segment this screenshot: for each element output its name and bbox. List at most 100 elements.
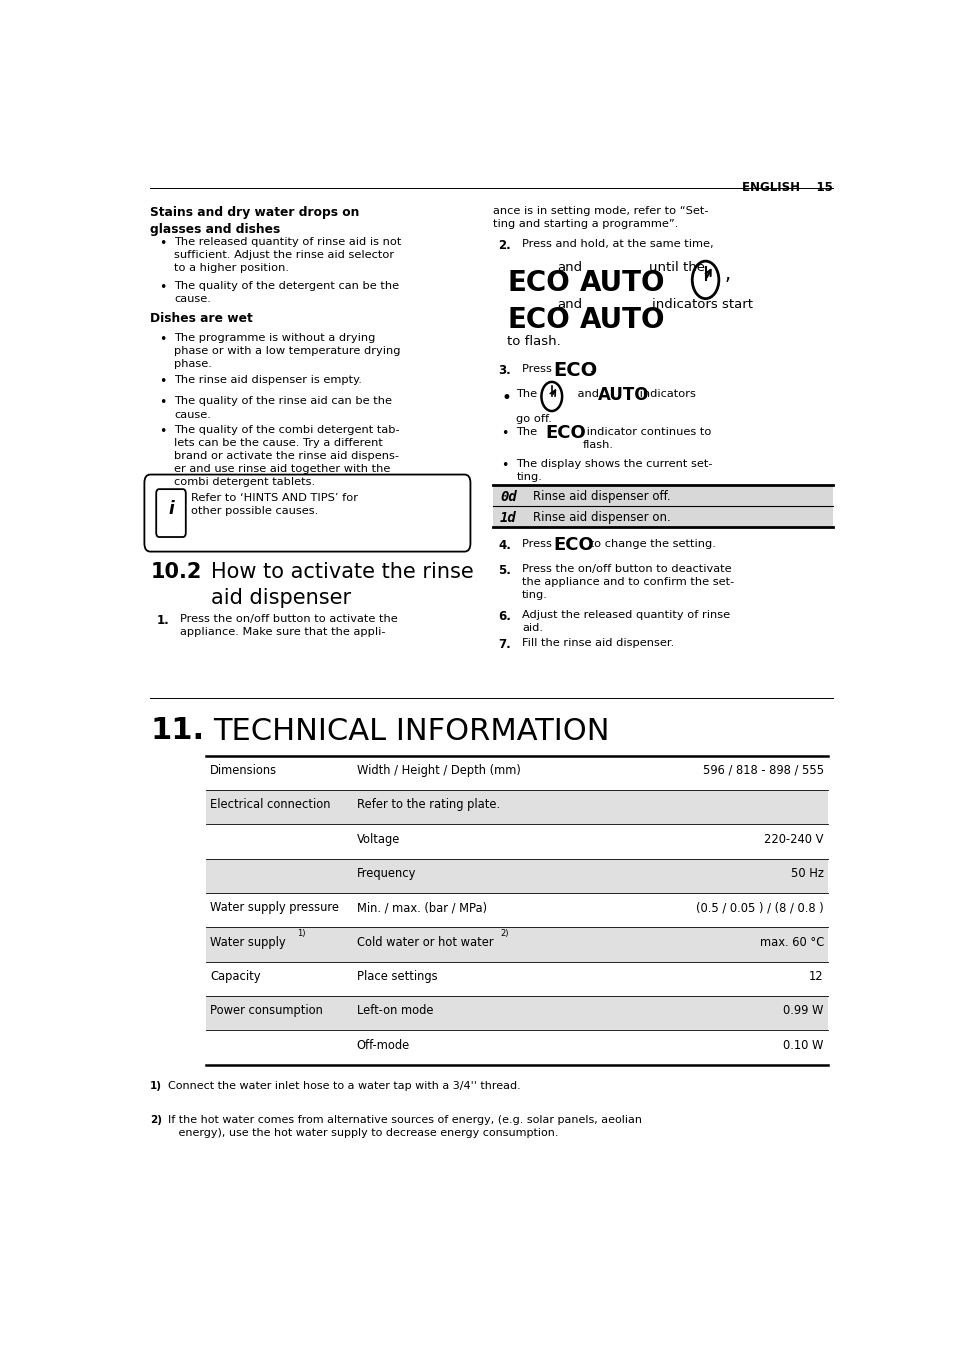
Text: 596 / 818 - 898 / 555: 596 / 818 - 898 / 555 — [702, 764, 823, 777]
Text: ECO: ECO — [507, 269, 570, 297]
Text: 3.: 3. — [498, 364, 511, 377]
FancyBboxPatch shape — [156, 489, 186, 537]
Text: Capacity: Capacity — [210, 971, 260, 983]
Text: indicators start: indicators start — [651, 297, 752, 311]
Text: Dimensions: Dimensions — [210, 764, 277, 777]
Text: The: The — [516, 389, 540, 399]
Text: •: • — [159, 237, 167, 250]
Text: Press and hold, at the same time,: Press and hold, at the same time, — [521, 239, 713, 249]
Text: The quality of the detergent can be the
cause.: The quality of the detergent can be the … — [173, 281, 398, 304]
Text: Press the on/off button to activate the
appliance. Make sure that the appli-: Press the on/off button to activate the … — [180, 614, 397, 637]
FancyBboxPatch shape — [206, 756, 826, 790]
Text: ECO: ECO — [553, 535, 594, 554]
Text: How to activate the rinse
aid dispenser: How to activate the rinse aid dispenser — [211, 562, 474, 607]
FancyBboxPatch shape — [144, 475, 470, 552]
Text: •: • — [159, 425, 167, 438]
Text: Power consumption: Power consumption — [210, 1005, 323, 1018]
Text: The rinse aid dispenser is empty.: The rinse aid dispenser is empty. — [173, 375, 361, 384]
Text: 10.2: 10.2 — [151, 562, 201, 581]
FancyBboxPatch shape — [492, 506, 832, 527]
Text: The quality of the rinse aid can be the
cause.: The quality of the rinse aid can be the … — [173, 396, 392, 419]
Text: Place settings: Place settings — [356, 971, 436, 983]
Text: Electrical connection: Electrical connection — [210, 798, 331, 811]
Text: 4.: 4. — [498, 539, 511, 552]
FancyBboxPatch shape — [206, 1030, 826, 1065]
Text: ECO: ECO — [507, 306, 570, 334]
Text: Press: Press — [521, 539, 555, 549]
Text: 2): 2) — [151, 1115, 162, 1125]
Text: to change the setting.: to change the setting. — [585, 539, 715, 549]
Text: •: • — [159, 396, 167, 410]
Text: max. 60 °C: max. 60 °C — [759, 936, 823, 949]
Text: AUTO: AUTO — [579, 306, 664, 334]
FancyBboxPatch shape — [206, 927, 826, 961]
FancyBboxPatch shape — [206, 790, 826, 825]
Text: Refer to the rating plate.: Refer to the rating plate. — [356, 798, 499, 811]
FancyBboxPatch shape — [206, 859, 826, 894]
Text: Voltage: Voltage — [356, 833, 399, 845]
Text: •: • — [159, 375, 167, 388]
Text: .: . — [585, 364, 593, 375]
Text: The programme is without a drying
phase or with a low temperature drying
phase.: The programme is without a drying phase … — [173, 333, 400, 369]
Text: Dishes are wet: Dishes are wet — [151, 312, 253, 324]
Text: 6.: 6. — [498, 610, 511, 623]
Text: The display shows the current set-
ting.: The display shows the current set- ting. — [516, 458, 712, 481]
Text: i: i — [168, 499, 173, 518]
Text: 220-240 V: 220-240 V — [763, 833, 823, 845]
Text: •: • — [501, 458, 508, 472]
FancyBboxPatch shape — [206, 825, 826, 859]
Text: ECO: ECO — [553, 361, 597, 380]
Text: Connect the water inlet hose to a water tap with a 3/4'' thread.: Connect the water inlet hose to a water … — [168, 1082, 520, 1091]
Text: ECO: ECO — [545, 423, 586, 442]
Text: Rinse aid dispenser off.: Rinse aid dispenser off. — [533, 491, 670, 503]
Text: and: and — [558, 297, 582, 311]
Text: 2.: 2. — [498, 239, 511, 253]
FancyBboxPatch shape — [206, 961, 826, 996]
FancyBboxPatch shape — [492, 485, 832, 506]
Text: 1): 1) — [151, 1082, 162, 1091]
Text: AUTO: AUTO — [597, 387, 648, 404]
Text: Adjust the released quantity of rinse
aid.: Adjust the released quantity of rinse ai… — [521, 610, 730, 633]
Text: ance is in setting mode, refer to “Set-
ting and starting a programme”.: ance is in setting mode, refer to “Set- … — [492, 206, 707, 228]
Text: ,: , — [724, 265, 730, 284]
Text: and: and — [558, 261, 582, 274]
Text: Cold water or hot water: Cold water or hot water — [356, 936, 493, 949]
Text: 2): 2) — [499, 929, 508, 938]
Text: •: • — [501, 389, 511, 407]
Text: 0.10 W: 0.10 W — [782, 1038, 823, 1052]
Text: •: • — [159, 333, 167, 346]
Text: 0d: 0d — [499, 491, 517, 504]
Text: 12: 12 — [808, 971, 823, 983]
Text: 1d: 1d — [499, 511, 517, 525]
Text: •: • — [159, 281, 167, 293]
Text: 11.: 11. — [151, 717, 204, 745]
Text: ENGLISH    15: ENGLISH 15 — [741, 181, 832, 193]
Text: •: • — [501, 427, 508, 439]
Text: Refer to ‘HINTS AND TIPS’ for
other possible causes.: Refer to ‘HINTS AND TIPS’ for other poss… — [191, 493, 357, 516]
Text: TECHNICAL INFORMATION: TECHNICAL INFORMATION — [213, 717, 609, 746]
Text: If the hot water comes from alternative sources of energy, (e.g. solar panels, a: If the hot water comes from alternative … — [168, 1115, 641, 1138]
Text: indicator continues to
flash.: indicator continues to flash. — [582, 427, 710, 450]
Text: (0.5 / 0.05 ) / (8 / 0.8 ): (0.5 / 0.05 ) / (8 / 0.8 ) — [696, 902, 823, 914]
Text: The quality of the combi detergent tab-
lets can be the cause. Try a different
b: The quality of the combi detergent tab- … — [173, 425, 399, 487]
Text: 7.: 7. — [498, 638, 511, 652]
Text: Water supply pressure: Water supply pressure — [210, 902, 339, 914]
Text: Left-on mode: Left-on mode — [356, 1005, 433, 1018]
Text: 1): 1) — [296, 929, 305, 938]
Text: 5.: 5. — [498, 564, 511, 577]
Text: and: and — [574, 389, 602, 399]
Text: 50 Hz: 50 Hz — [790, 867, 823, 880]
Text: Width / Height / Depth (mm): Width / Height / Depth (mm) — [356, 764, 520, 777]
FancyBboxPatch shape — [206, 996, 826, 1030]
Text: The released quantity of rinse aid is not
sufficient. Adjust the rinse aid selec: The released quantity of rinse aid is no… — [173, 237, 401, 273]
Text: Water supply: Water supply — [210, 936, 289, 949]
Text: Stains and dry water drops on
glasses and dishes: Stains and dry water drops on glasses an… — [151, 206, 359, 237]
Text: 0.99 W: 0.99 W — [782, 1005, 823, 1018]
FancyBboxPatch shape — [206, 894, 826, 927]
Text: AUTO: AUTO — [579, 269, 664, 297]
Text: Rinse aid dispenser on.: Rinse aid dispenser on. — [533, 511, 670, 525]
Text: Min. / max. (bar / MPa): Min. / max. (bar / MPa) — [356, 902, 486, 914]
Text: Press the on/off button to deactivate
the appliance and to confirm the set-
ting: Press the on/off button to deactivate th… — [521, 564, 734, 600]
Text: 1.: 1. — [156, 614, 169, 627]
Text: to flash.: to flash. — [507, 335, 560, 347]
